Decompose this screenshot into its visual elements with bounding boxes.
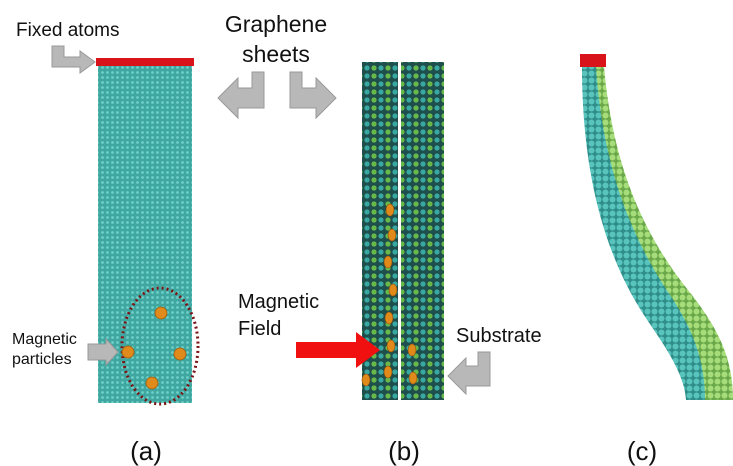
fixed-atoms xyxy=(96,58,194,66)
label: Field xyxy=(238,318,281,340)
panel-label: (c) xyxy=(627,436,657,466)
label: Magnetic xyxy=(12,331,77,348)
panel-label: (a) xyxy=(130,436,162,466)
label: Magnetic xyxy=(238,291,319,313)
figure: Fixed atoms Graphene sheets Magnetic par… xyxy=(0,0,733,466)
fixed-atoms xyxy=(580,54,606,67)
gap xyxy=(398,62,401,400)
label: Graphene xyxy=(225,11,327,37)
label: particles xyxy=(12,351,72,368)
label: Fixed atoms xyxy=(16,20,119,41)
label: sheets xyxy=(242,41,310,67)
label: Substrate xyxy=(456,325,542,347)
panel-label: (b) xyxy=(388,436,420,466)
